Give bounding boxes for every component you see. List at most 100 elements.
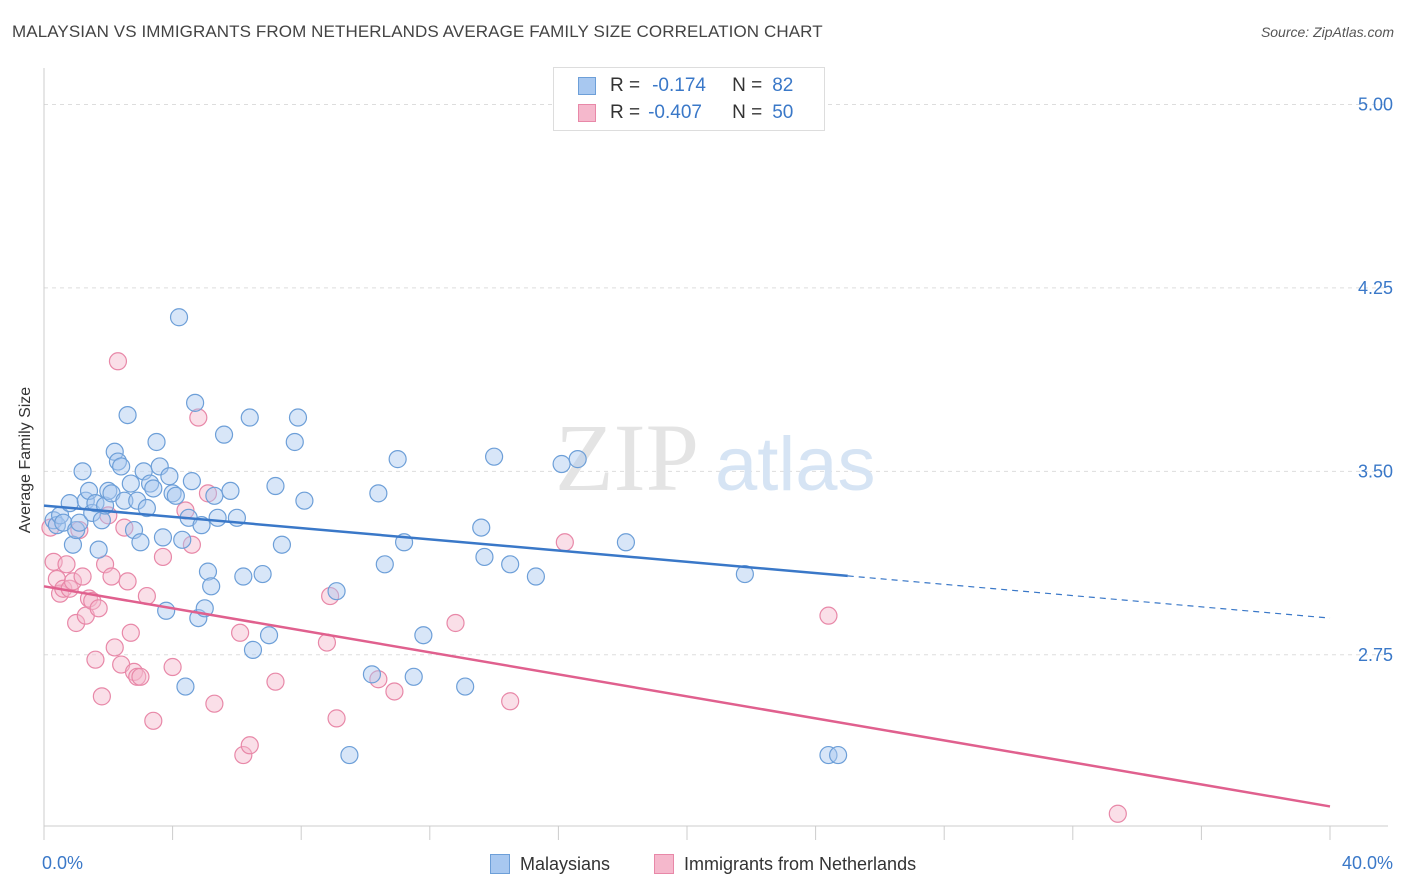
malaysian-point (198, 562, 218, 581)
malaysian-point (501, 555, 520, 574)
malaysian-point (208, 508, 227, 527)
stats-legend: R = -0.174 N = 82 R = -0.407 N = 50 (553, 67, 825, 131)
malaysian-point (147, 432, 166, 452)
malaysian-point (115, 491, 134, 510)
netherlands-point (205, 694, 224, 713)
n-label: N = (732, 75, 763, 96)
netherlands-point (63, 572, 83, 591)
netherlands-point (555, 533, 574, 552)
malaysian-point (288, 408, 308, 427)
malaysian-point (121, 474, 140, 493)
r-label: R = (610, 102, 641, 123)
malaysian-point (735, 564, 754, 584)
trendline-netherlands (43, 585, 1331, 808)
malaysian-point (166, 486, 185, 505)
netherlands-point (266, 672, 285, 691)
legend-label: Malaysians (520, 853, 611, 874)
legend-label: Immigrants from Netherlands (684, 853, 917, 874)
netherlands-point (153, 547, 173, 567)
malaysian-point (63, 535, 83, 554)
swatch-blue-icon (490, 854, 510, 874)
malaysian-point (128, 491, 147, 510)
malaysian-point (327, 582, 346, 601)
malaysian-point (221, 481, 240, 501)
malaysian-point (243, 640, 263, 659)
malaysian-point (375, 555, 394, 574)
malaysian-point (112, 457, 131, 476)
malaysian-point (173, 530, 192, 549)
netherlands-point (121, 623, 140, 642)
swatch-pink-icon (578, 104, 596, 122)
netherlands-point (144, 711, 163, 730)
malaysian-point (89, 540, 108, 559)
trendline-malaysians-extension (847, 575, 1331, 619)
netherlands-point (105, 638, 124, 657)
netherlands-point (92, 687, 111, 706)
y-tick-label: 4.25 (1358, 278, 1393, 298)
n-label: N = (732, 102, 763, 123)
netherlands-point (234, 745, 253, 765)
malaysian-point (234, 567, 253, 586)
malaysian-point (414, 626, 433, 645)
malaysian-point (108, 452, 128, 471)
netherlands-point (102, 567, 121, 586)
x-tick-label: 0.0% (42, 853, 83, 873)
malaysian-point (205, 486, 224, 505)
y-tick-label: 5.00 (1358, 94, 1393, 114)
malaysian-point (131, 533, 150, 552)
chart-title: MALAYSIAN VS IMMIGRANTS FROM NETHERLANDS… (12, 22, 823, 41)
netherlands-point (67, 613, 86, 633)
netherlands-point (446, 613, 465, 633)
netherlands-point (189, 408, 208, 427)
swatch-pink-icon (654, 854, 674, 874)
netherlands-point (83, 591, 102, 611)
malaysian-point (369, 484, 388, 503)
malaysian-point (73, 462, 92, 481)
malaysian-point (285, 432, 304, 452)
stats-row-netherlands: R = -0.407 N = 50 (578, 101, 793, 125)
netherlands-point (1108, 804, 1127, 823)
malaysian-point (340, 745, 359, 765)
malaysian-point (552, 454, 571, 474)
watermark-zip: ZIP (555, 404, 699, 511)
netherlands-point (231, 623, 250, 642)
netherlands-point (182, 535, 201, 554)
netherlands-point (501, 692, 520, 711)
swatch-blue-icon (578, 77, 596, 95)
netherlands-point (57, 555, 76, 574)
malaysian-point (176, 677, 195, 696)
netherlands-point (89, 599, 108, 618)
legend-item-malaysians[interactable]: Malaysians (490, 852, 610, 876)
y-tick-label: 2.75 (1358, 645, 1393, 665)
malaysian-point (362, 665, 382, 684)
malaysian-point (829, 745, 848, 765)
malaysian-point (99, 481, 118, 501)
malaysian-point (819, 745, 838, 765)
netherlands-point (819, 606, 838, 625)
malaysian-point (259, 626, 279, 645)
grid-lines (44, 103, 1388, 656)
legend-item-netherlands[interactable]: Immigrants from Netherlands (654, 852, 916, 876)
malaysian-point (526, 567, 545, 586)
malaysian-point (169, 308, 189, 327)
malaysian-point (144, 479, 163, 498)
n-value: 82 (772, 75, 794, 96)
netherlands-point (131, 667, 150, 686)
y-tick-label: 3.50 (1358, 461, 1393, 481)
netherlands-point (73, 567, 92, 586)
x-tick-label: 40.0% (1342, 853, 1393, 873)
malaysian-point (186, 393, 205, 412)
stats-row-malaysians: R = -0.174 N = 82 (578, 74, 793, 98)
malaysian-point (70, 513, 89, 532)
malaysian-point (202, 577, 221, 596)
malaysian-point (182, 472, 201, 491)
netherlands-point (118, 572, 137, 591)
malaysian-point (157, 601, 176, 620)
malaysian-point (456, 677, 475, 696)
malaysian-point (404, 667, 423, 686)
malaysian-point (616, 533, 636, 552)
malaysian-point (266, 476, 285, 496)
netherlands-point (86, 650, 105, 669)
malaysian-point (253, 564, 272, 584)
